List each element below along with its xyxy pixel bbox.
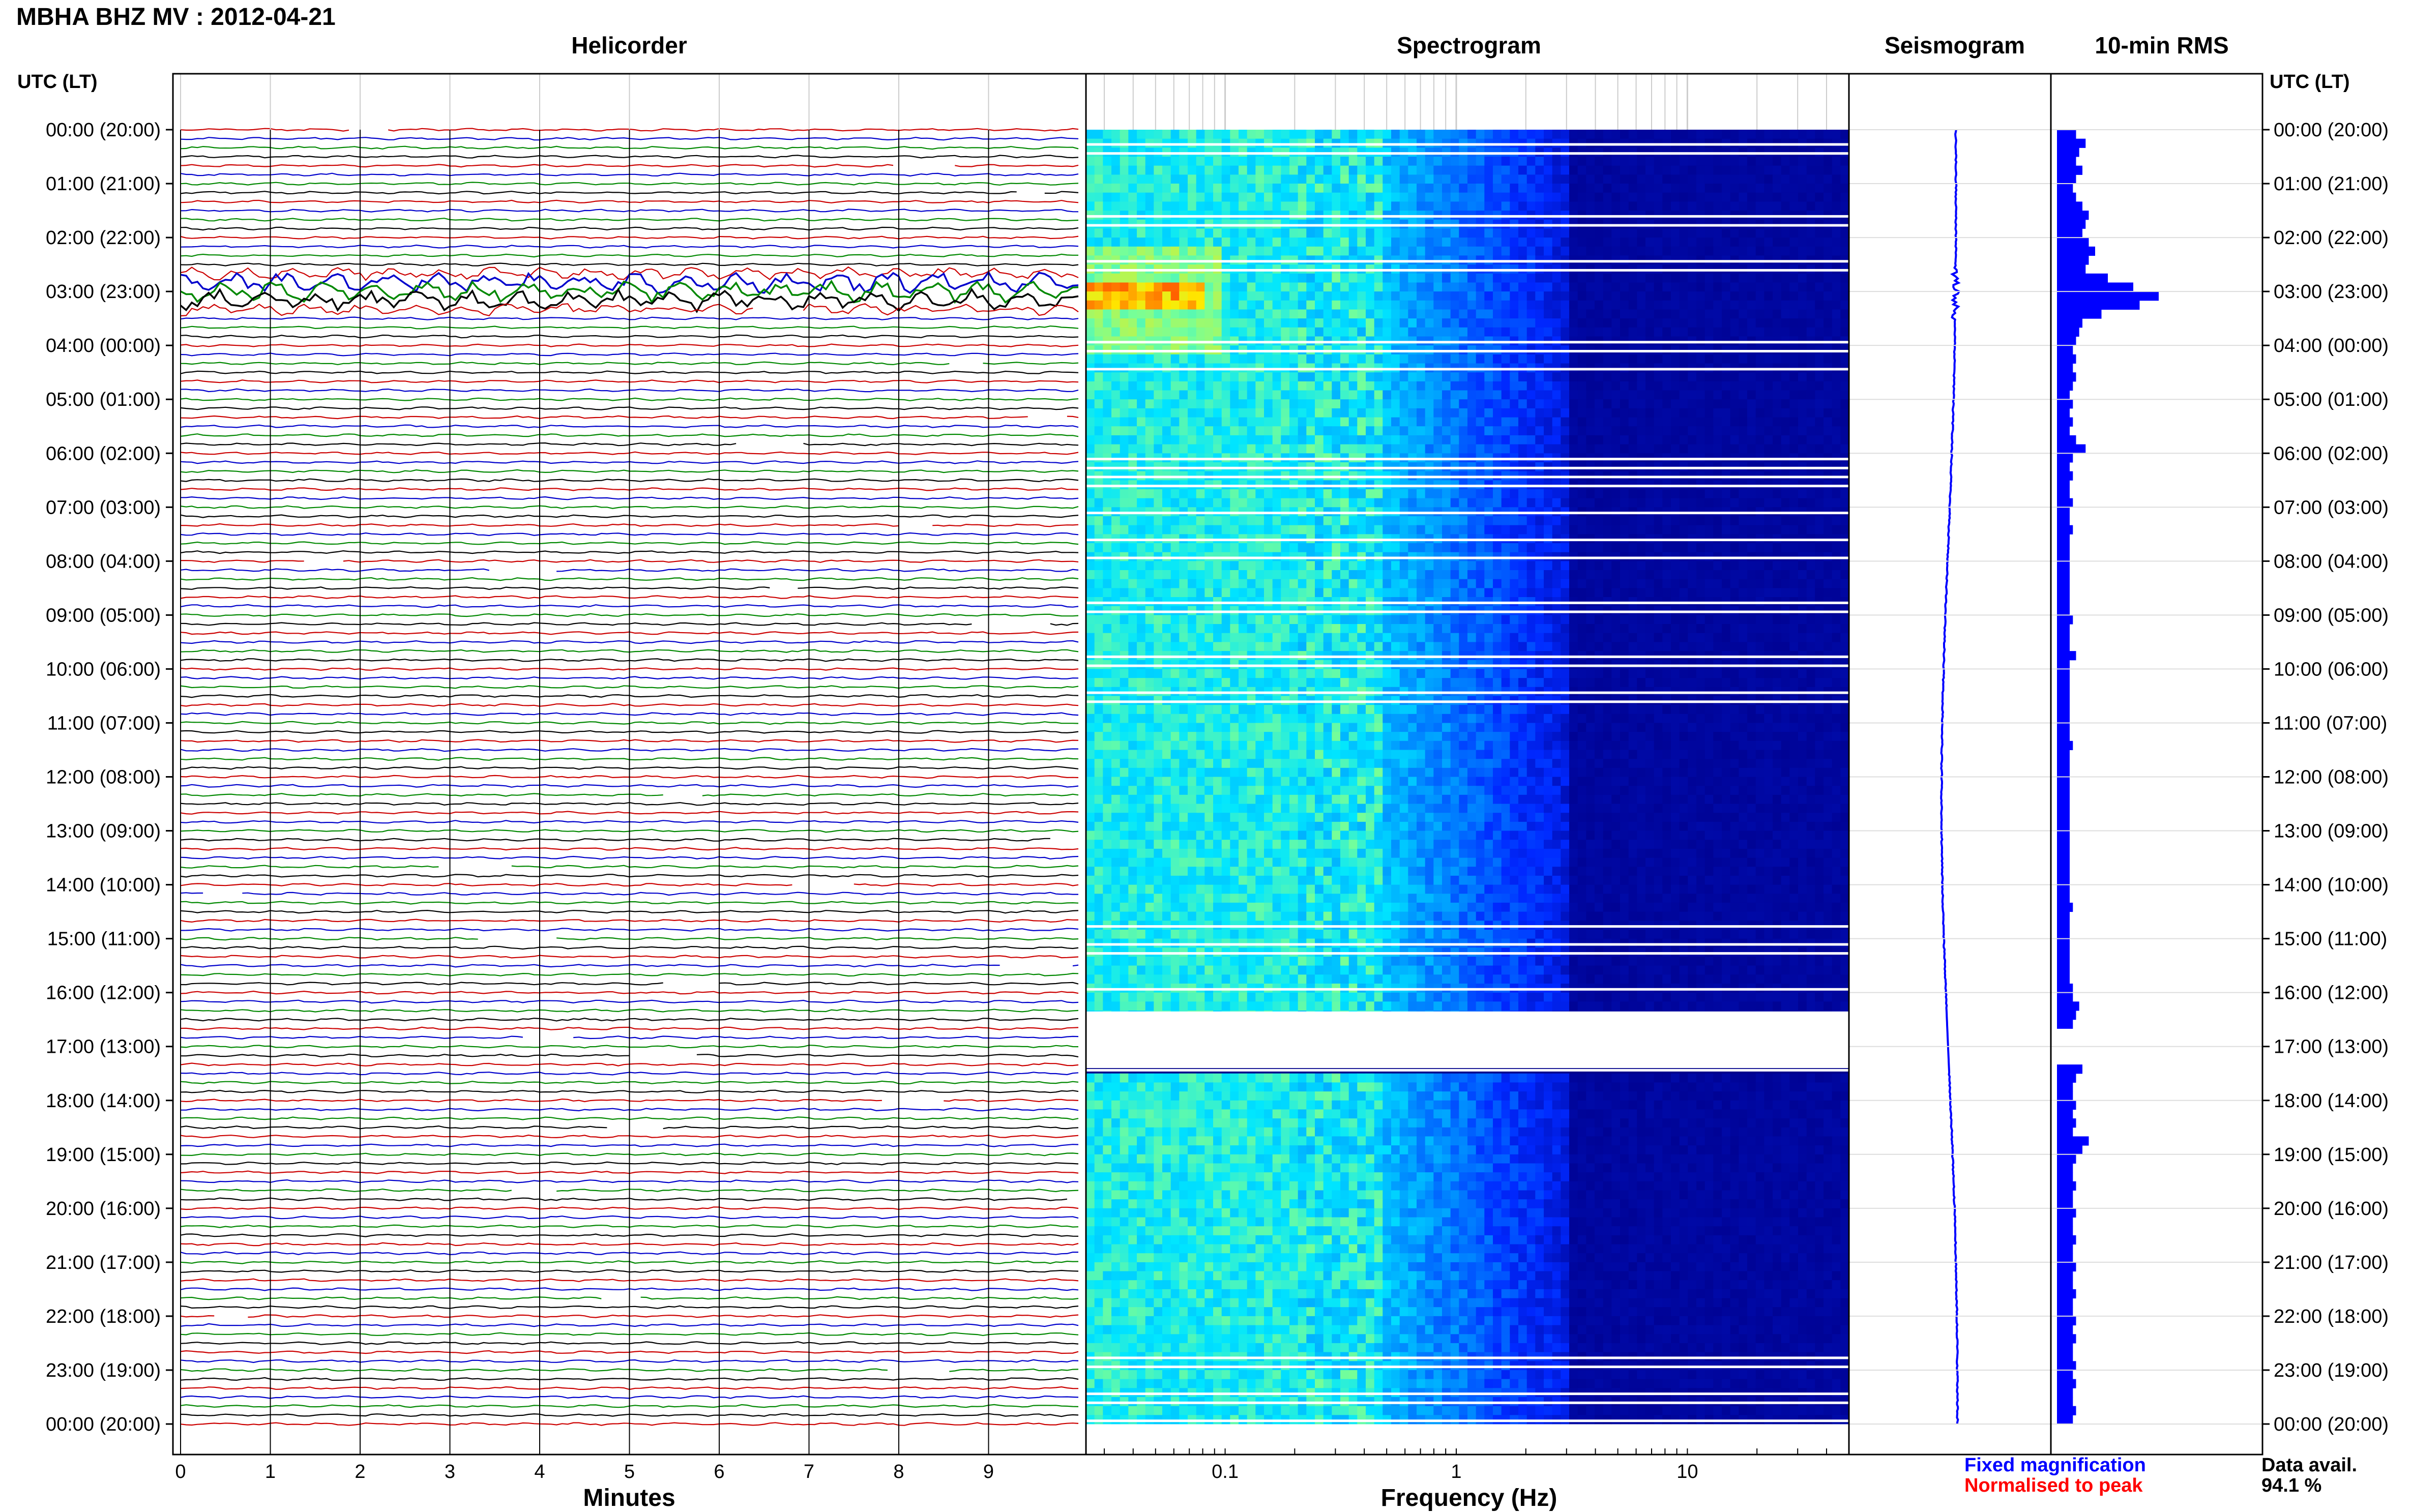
minute-tick-label: 7 (804, 1461, 814, 1483)
time-label-right: 09:00 (05:00) (2274, 605, 2389, 626)
time-label-right: 08:00 (04:00) (2274, 551, 2389, 572)
minute-tick-label: 4 (534, 1461, 545, 1483)
time-label-right: 05:00 (01:00) (2274, 389, 2389, 410)
frequency-tick-label: 1 (1451, 1461, 1461, 1483)
minute-tick-label: 2 (355, 1461, 365, 1483)
time-label-right: 01:00 (21:00) (2274, 173, 2389, 195)
rms-title: 10-min RMS (2095, 32, 2229, 58)
time-label-left: 00:00 (20:00) (46, 1414, 161, 1435)
time-label-left: 22:00 (18:00) (46, 1306, 161, 1327)
spectrogram-title: Spectrogram (1397, 32, 1541, 58)
time-label-right: 10:00 (06:00) (2274, 659, 2389, 680)
frequency-tick-label: 0.1 (1212, 1461, 1239, 1483)
time-label-left: 18:00 (14:00) (46, 1090, 161, 1112)
legend-fixed-magnification: Fixed magnification (1964, 1455, 2146, 1476)
utc-label-right: UTC (LT) (2270, 71, 2350, 93)
time-label-right: 07:00 (03:00) (2274, 497, 2389, 518)
time-label-right: 04:00 (00:00) (2274, 335, 2389, 357)
time-label-right: 13:00 (09:00) (2274, 821, 2389, 842)
minute-tick-label: 6 (714, 1461, 724, 1483)
minute-tick-label: 1 (265, 1461, 276, 1483)
helicorder-title: Helicorder (571, 32, 687, 58)
minute-tick-label: 9 (983, 1461, 994, 1483)
time-label-left: 21:00 (17:00) (46, 1252, 161, 1273)
time-label-right: 17:00 (13:00) (2274, 1036, 2389, 1058)
time-label-left: 03:00 (23:00) (46, 281, 161, 303)
frequency-axis-label: Frequency (Hz) (1380, 1485, 1557, 1511)
seismogram-title: Seismogram (1884, 32, 2025, 58)
time-label-right: 18:00 (14:00) (2274, 1090, 2389, 1112)
time-label-left: 00:00 (20:00) (46, 120, 161, 141)
time-label-right: 15:00 (11:00) (2274, 929, 2387, 950)
time-label-left: 14:00 (10:00) (46, 875, 161, 896)
spectrogram-heatmap (1086, 130, 1849, 1425)
time-label-right: 12:00 (08:00) (2274, 767, 2389, 788)
time-label-right: 20:00 (16:00) (2274, 1198, 2389, 1220)
minute-tick-label: 8 (893, 1461, 904, 1483)
time-label-left: 16:00 (12:00) (46, 983, 161, 1004)
time-label-left: 15:00 (11:00) (47, 929, 161, 950)
time-label-left: 07:00 (03:00) (46, 497, 161, 518)
time-label-left: 08:00 (04:00) (46, 551, 161, 572)
page-title: MBHA BHZ MV : 2012-04-21 (16, 4, 336, 31)
time-label-left: 12:00 (08:00) (46, 767, 161, 788)
time-label-left: 04:00 (00:00) (46, 335, 161, 357)
data-availability-label: Data avail. (2261, 1455, 2357, 1476)
time-label-right: 00:00 (20:00) (2274, 120, 2389, 141)
time-label-left: 06:00 (02:00) (46, 443, 161, 464)
rms-bars (2057, 130, 2159, 1425)
legend-normalised-to-peak: Normalised to peak (1964, 1475, 2143, 1496)
utc-label-left: UTC (LT) (17, 71, 98, 93)
time-label-left: 01:00 (21:00) (46, 173, 161, 195)
panel-frames (166, 73, 2270, 1456)
time-label-right: 22:00 (18:00) (2274, 1306, 2389, 1327)
time-label-left: 05:00 (01:00) (46, 389, 161, 410)
time-label-left: 19:00 (15:00) (46, 1144, 161, 1166)
time-label-left: 17:00 (13:00) (46, 1036, 161, 1058)
time-label-right: 03:00 (23:00) (2274, 281, 2389, 303)
time-label-right: 11:00 (07:00) (2274, 713, 2387, 734)
time-label-right: 23:00 (19:00) (2274, 1360, 2389, 1381)
time-label-left: 09:00 (05:00) (46, 605, 161, 626)
time-label-right: 16:00 (12:00) (2274, 983, 2389, 1004)
minute-tick-label: 3 (445, 1461, 455, 1483)
axis-labels: 00:00 (20:00) 00:00 (20:00) 01:00 (21:00) 0… (46, 120, 2389, 1483)
time-label-left: 13:00 (09:00) (46, 821, 161, 842)
time-label-left: 02:00 (22:00) (46, 227, 161, 249)
time-label-left: 23:00 (19:00) (46, 1360, 161, 1381)
time-label-left: 10:00 (06:00) (46, 659, 161, 680)
time-label-right: 02:00 (22:00) (2274, 227, 2389, 249)
time-label-right: 19:00 (15:00) (2274, 1144, 2389, 1166)
minute-tick-label: 5 (624, 1461, 635, 1483)
frequency-tick-label: 10 (1677, 1461, 1698, 1483)
time-label-left: 20:00 (16:00) (46, 1198, 161, 1220)
time-label-left: 11:00 (07:00) (47, 713, 161, 734)
time-label-right: 06:00 (02:00) (2274, 443, 2389, 464)
minute-tick-label: 0 (175, 1461, 186, 1483)
time-label-right: 14:00 (10:00) (2274, 875, 2389, 896)
minutes-axis-label: Minutes (583, 1485, 675, 1511)
data-availability-value: 94.1 % (2261, 1475, 2322, 1496)
time-label-right: 21:00 (17:00) (2274, 1252, 2389, 1273)
time-label-right: 00:00 (20:00) (2274, 1414, 2389, 1435)
